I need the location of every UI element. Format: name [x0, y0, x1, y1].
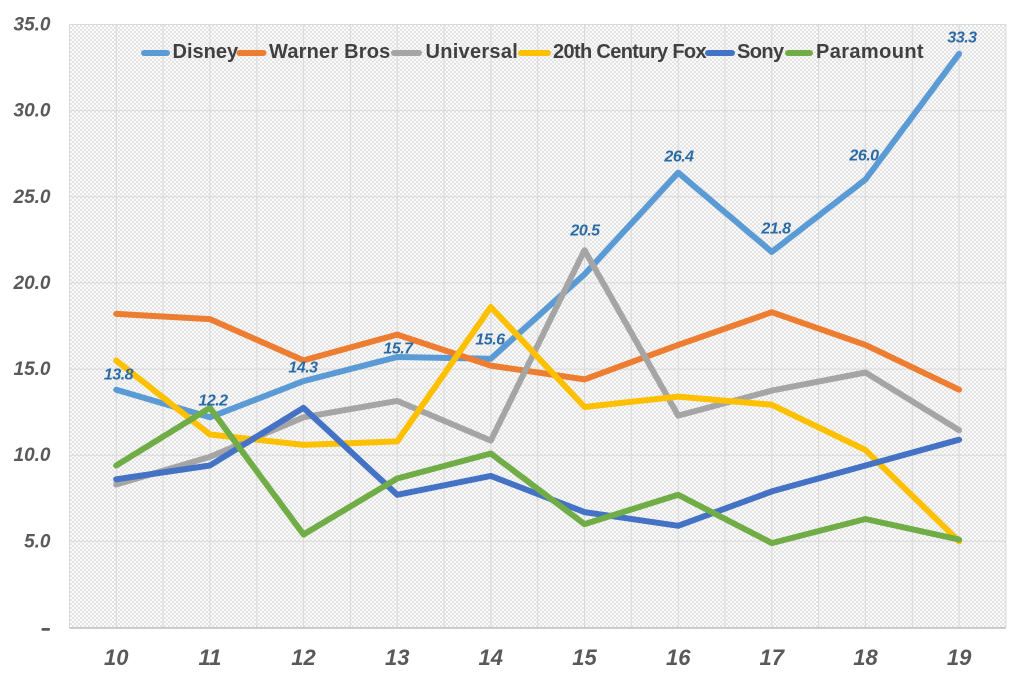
svg-text:10: 10	[104, 645, 129, 670]
svg-text:5.0: 5.0	[24, 531, 51, 552]
svg-text:15.6: 15.6	[475, 332, 505, 349]
svg-text:Paramount: Paramount	[816, 41, 924, 63]
svg-text:16: 16	[666, 645, 691, 670]
svg-text:11: 11	[198, 645, 221, 670]
svg-text:25.0: 25.0	[13, 187, 51, 208]
svg-text:10.0: 10.0	[14, 445, 51, 466]
svg-text:12: 12	[291, 645, 316, 670]
svg-text:19: 19	[947, 645, 972, 670]
svg-text:13.8: 13.8	[104, 367, 134, 384]
svg-text:33.3: 33.3	[947, 30, 977, 47]
svg-text:14: 14	[479, 645, 503, 670]
svg-text:20.5: 20.5	[569, 223, 601, 240]
svg-text:14.3: 14.3	[288, 360, 318, 377]
svg-text:Sony: Sony	[737, 41, 785, 63]
svg-text:15: 15	[572, 645, 597, 670]
svg-text:18: 18	[853, 645, 878, 670]
svg-text:13: 13	[385, 645, 409, 670]
svg-text:Warner Bros: Warner Bros	[269, 41, 391, 63]
svg-text:12.2: 12.2	[198, 393, 228, 410]
svg-text:Disney: Disney	[173, 41, 239, 63]
svg-text:21.8: 21.8	[760, 221, 791, 238]
svg-text:20th Century Fox: 20th Century Fox	[553, 41, 706, 63]
svg-text:Universal: Universal	[426, 41, 519, 63]
svg-text:20.0: 20.0	[13, 273, 51, 294]
svg-text:35.0: 35.0	[14, 15, 51, 36]
svg-text:26.0: 26.0	[848, 148, 879, 165]
svg-text:15.0: 15.0	[14, 359, 51, 380]
svg-text:15.7: 15.7	[383, 341, 414, 358]
svg-text:17: 17	[760, 645, 786, 670]
svg-text:26.4: 26.4	[663, 149, 694, 166]
svg-text:30.0: 30.0	[14, 101, 51, 122]
